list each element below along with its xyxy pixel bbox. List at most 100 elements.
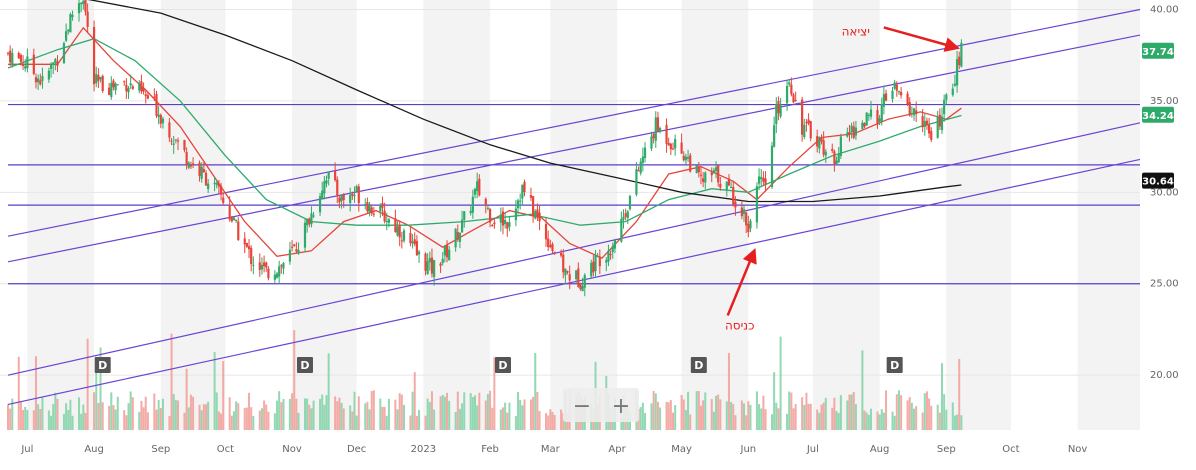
candle-body xyxy=(295,249,298,252)
candle-body xyxy=(318,196,322,213)
candle-body xyxy=(433,260,436,278)
volume-bar xyxy=(217,411,220,430)
candle-body xyxy=(325,180,328,184)
candle-body xyxy=(71,14,74,17)
candle-body xyxy=(820,137,823,142)
candle-body xyxy=(207,183,210,190)
volume-bar xyxy=(695,391,698,430)
candle-body xyxy=(262,262,266,267)
month-bands xyxy=(27,0,1140,430)
candle-body xyxy=(848,131,851,135)
candle-body xyxy=(488,209,492,223)
volume-bar xyxy=(202,404,205,430)
dividend-marker[interactable] xyxy=(94,357,111,373)
volume-bar xyxy=(65,403,68,430)
candle-body xyxy=(635,169,638,195)
volume-bar xyxy=(478,392,481,430)
candle-body xyxy=(579,284,582,290)
volume-bar xyxy=(846,400,849,430)
month-band xyxy=(423,0,491,430)
volume-bar xyxy=(833,397,836,430)
price-tick-label: 20.00 xyxy=(1150,370,1179,381)
price-label-text: 30.64 xyxy=(1142,177,1174,188)
candle-body xyxy=(955,59,959,86)
volume-bar xyxy=(97,402,100,430)
candle-body xyxy=(448,249,451,261)
volume-bar xyxy=(230,415,233,430)
volume-bar xyxy=(409,415,412,430)
volume-bar xyxy=(426,398,429,430)
volume-bar xyxy=(245,407,248,430)
candle-body xyxy=(353,195,356,197)
candle-body xyxy=(740,207,743,217)
dividend-marker-label: D xyxy=(498,359,507,372)
candle-body xyxy=(366,202,369,212)
month-band xyxy=(1077,0,1140,430)
candle-body xyxy=(641,156,644,163)
volume-bar xyxy=(551,412,554,430)
candle-body xyxy=(170,140,173,142)
volume-bar xyxy=(891,411,894,430)
month-label: Oct xyxy=(1002,444,1019,455)
month-band xyxy=(160,0,226,430)
candle-body xyxy=(605,260,608,263)
volume-bar xyxy=(24,406,27,430)
volume-bar xyxy=(394,399,397,430)
volume-bar xyxy=(235,401,238,430)
volume-bar xyxy=(9,408,12,430)
volume-bar xyxy=(396,409,399,430)
zoom-out-button[interactable]: − xyxy=(566,391,598,419)
candle-body xyxy=(127,88,130,93)
volume-bar xyxy=(499,409,502,430)
candle-body xyxy=(217,183,221,187)
candle-body xyxy=(146,95,149,99)
volume-bar xyxy=(50,415,53,430)
volume-bar xyxy=(880,409,883,430)
candle-body xyxy=(174,139,177,141)
candle-body xyxy=(430,257,434,274)
candle-body xyxy=(620,218,623,242)
candle-body xyxy=(816,136,819,147)
candle-body xyxy=(473,188,477,195)
volume-bar xyxy=(306,398,309,430)
candle-body xyxy=(364,204,367,206)
candle-body xyxy=(882,94,886,107)
candle-body xyxy=(250,247,253,265)
zoom-in-button[interactable]: + xyxy=(605,391,637,419)
candle-body xyxy=(742,209,746,214)
candle-body xyxy=(69,14,72,33)
candle-body xyxy=(142,88,145,92)
candle-body xyxy=(385,220,388,222)
candle-body xyxy=(755,186,759,223)
volume-bar xyxy=(67,410,70,430)
volume-bar xyxy=(336,401,339,430)
volume-bar xyxy=(560,409,563,430)
candle-body xyxy=(682,155,685,161)
price-label-text: 34.24 xyxy=(1142,111,1174,122)
candle-body xyxy=(161,118,165,124)
volume-bar xyxy=(895,394,898,430)
volume-bar xyxy=(22,409,25,430)
dividend-marker[interactable] xyxy=(886,357,903,373)
candle-body xyxy=(97,74,100,81)
moving-average-line xyxy=(87,0,962,203)
candle-body xyxy=(21,64,25,66)
month-label: Sep xyxy=(937,444,956,455)
candle-body xyxy=(884,93,888,101)
dividend-marker[interactable] xyxy=(494,357,511,373)
candle-body xyxy=(529,195,533,198)
candle-body xyxy=(925,120,929,126)
volume-bar xyxy=(867,414,870,430)
candle-body xyxy=(396,226,399,236)
candle-body xyxy=(719,183,722,188)
volume-bar xyxy=(517,391,520,430)
candle-body xyxy=(777,101,780,114)
volume-bar xyxy=(368,409,371,430)
candle-body xyxy=(575,270,578,280)
candle-body xyxy=(801,99,804,135)
price-label-text: 37.74 xyxy=(1142,47,1174,58)
candle-body xyxy=(379,204,382,212)
volume-bar xyxy=(850,394,853,430)
dividend-marker[interactable] xyxy=(296,357,313,373)
dividend-marker[interactable] xyxy=(690,357,707,373)
